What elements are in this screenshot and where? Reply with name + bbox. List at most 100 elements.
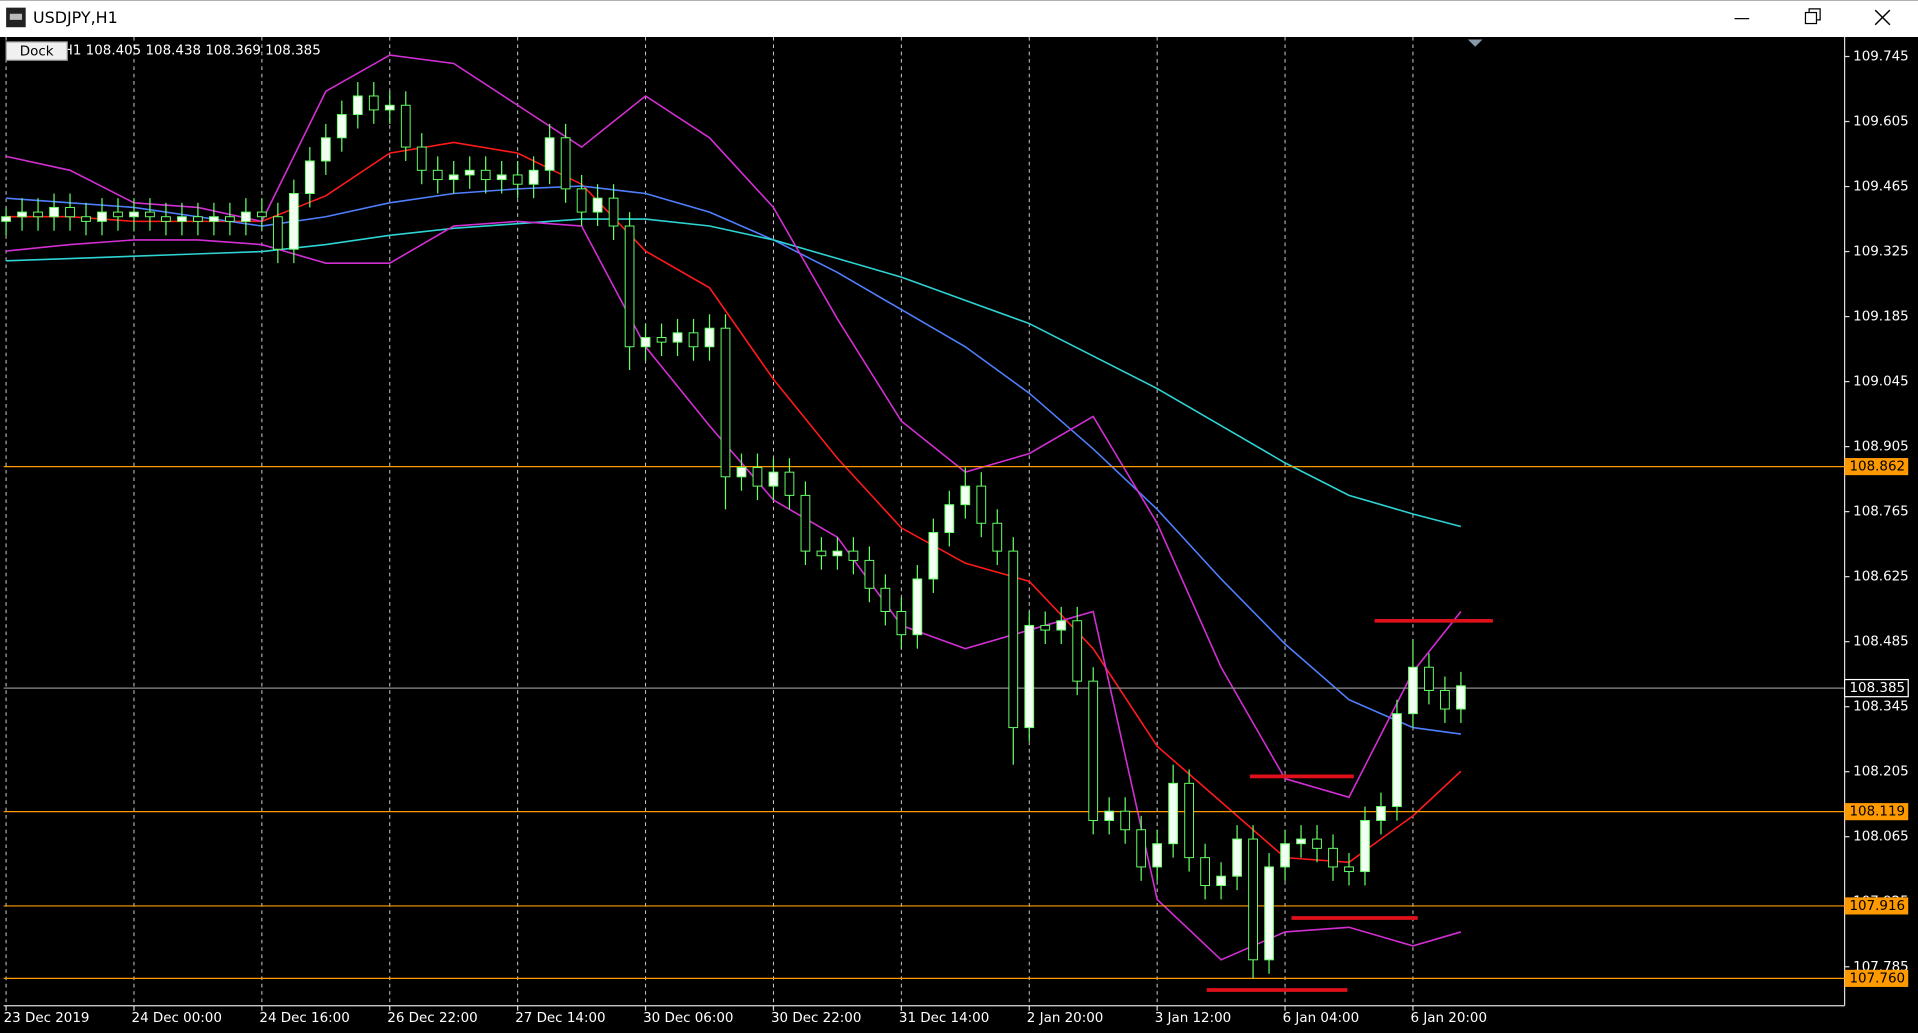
x-tick-label: 26 Dec 22:00 [387,1011,477,1026]
dock-button-label[interactable]: Dock [20,45,54,60]
candle-body [640,336,651,348]
x-tick-label: 23 Dec 2019 [4,1011,90,1026]
candle-body [576,188,587,213]
candle-body [928,532,939,580]
candle-body [800,494,811,552]
y-tick-label: 109.745 [1853,50,1909,65]
candle-body [1,216,11,222]
candle-body [113,211,123,218]
candle-body [592,197,603,213]
y-tick-label: 108.065 [1853,830,1909,845]
chart-shift-marker [1467,39,1483,47]
y-tick-label: 108.485 [1853,635,1909,650]
indicator-line [5,54,1462,799]
candle-body [480,169,491,181]
window-title: USDJPY,H1 [33,8,118,27]
candle-body [256,211,267,218]
candle-body [960,485,971,506]
candle-body [688,332,699,348]
candle-body [129,211,139,218]
chart-area [0,37,1918,1033]
close-button[interactable] [1874,9,1891,26]
x-tick-label: 24 Dec 16:00 [259,1011,349,1026]
candle-body [656,336,667,343]
candle-body [1376,806,1386,821]
candle-body [864,559,875,589]
candle-body [1248,838,1258,961]
x-tick-label: 6 Jan 04:00 [1283,1011,1360,1026]
candle-body [49,206,59,218]
candle-body [608,197,619,227]
y-tick-label: 108.205 [1853,765,1909,780]
x-tick-label: 31 Dec 14:00 [899,1011,989,1026]
candle-body [848,550,859,561]
candle-body [1424,666,1434,691]
candle-body [1232,838,1242,877]
candle-body [1216,875,1226,886]
candle-body [1408,666,1418,715]
candle-body [240,211,251,222]
x-tick-label: 6 Jan 20:00 [1411,1011,1488,1026]
candle-body [97,211,107,222]
info-label: USDJPY,H1 108.405 108.438 108.369 108.38… [10,43,321,58]
candle-body [1200,857,1211,886]
candle-body [1088,680,1099,821]
candle-body [145,211,155,218]
candle-body [944,504,955,534]
level-label: 108.862 [1850,460,1906,475]
dock-button[interactable] [5,41,68,61]
x-tick-label: 2 Jan 20:00 [1027,1011,1104,1026]
candle-body [1040,624,1051,631]
y-tick-label: 109.045 [1853,375,1909,390]
restore-button[interactable] [1804,11,1818,25]
candle-body [193,216,203,222]
candle-body [1056,620,1067,631]
candle-body [1440,689,1450,710]
level-label: 108.119 [1850,805,1906,820]
candle-body [1104,810,1115,821]
x-tick-label: 24 Dec 00:00 [132,1011,222,1026]
candle-body [672,332,683,343]
candle-body [368,95,379,111]
candle-body [736,467,747,478]
candle-body [33,211,43,218]
candle-body [784,471,795,496]
candle-body [704,327,715,348]
x-tick-label: 3 Jan 12:00 [1155,1011,1232,1026]
y-tick-label: 108.765 [1853,505,1909,520]
candle-body [832,550,843,557]
candle-body [976,485,987,524]
candle-body [464,169,475,176]
candle-body [1312,838,1322,849]
candle-body [288,193,299,250]
indicator-line [6,218,1462,528]
y-tick-label: 109.605 [1853,115,1909,130]
level-label-box [1844,969,1909,987]
candle-body [528,169,539,185]
candle-body [17,211,27,218]
candle-body [81,216,91,222]
candle-body [768,471,779,487]
candle-body [400,104,411,148]
candle-body [512,174,523,185]
x-tick-label: 30 Dec 06:00 [643,1011,733,1026]
current-price-box [1843,678,1909,698]
candle-body [304,160,315,194]
candle-body [1120,810,1131,831]
level-label-box [1844,897,1909,915]
candle-body [336,114,347,139]
candle-body [1328,847,1338,868]
candle-body [177,216,187,222]
plot: 23 Dec 2019 24 Dec 00:00 24 Dec 16:00 26 De… [1,37,1909,1026]
candle-body [992,522,1003,552]
candle-body [1136,829,1147,868]
level-label: 107.760 [1850,971,1906,986]
level-label: 107.916 [1850,899,1906,914]
candle-body [432,169,443,181]
candle-body [1456,685,1466,710]
candle-body [225,216,235,222]
candle-body [320,137,331,162]
candle-body [352,95,363,116]
